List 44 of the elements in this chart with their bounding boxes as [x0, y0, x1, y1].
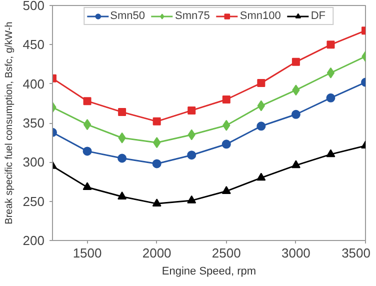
point [83, 119, 92, 130]
point [222, 186, 231, 194]
point [222, 96, 230, 104]
point [326, 67, 335, 78]
point [291, 110, 300, 119]
y-tick-label: 350 [22, 116, 45, 130]
point [152, 198, 162, 206]
point [152, 117, 161, 126]
point [83, 97, 92, 106]
point [256, 172, 266, 181]
x-tick-label: 3500 [342, 246, 370, 260]
point [188, 106, 196, 114]
point [291, 160, 300, 168]
legend-label: Smn75 [175, 10, 210, 22]
y-tick-label: 300 [22, 154, 45, 170]
point [292, 58, 300, 66]
point [326, 93, 336, 102]
point [222, 140, 231, 149]
legend-label: DF [310, 10, 327, 22]
point [187, 150, 196, 160]
y-tick-label: 450 [22, 37, 45, 52]
y-tick-label: 400 [22, 76, 45, 92]
point [256, 122, 266, 131]
legend-label: Smn50 [110, 10, 146, 22]
x-tick-label: 3000 [281, 246, 310, 260]
point [187, 195, 196, 204]
point [82, 182, 92, 190]
point [257, 79, 266, 88]
point [152, 159, 162, 168]
y-axis-title: Break specific fuel consumption, Bsfc, g/kW-h [4, 22, 15, 224]
y-tick-label: 250 [22, 194, 45, 209]
x-tick-label: 2000 [142, 246, 172, 260]
point [118, 154, 127, 163]
point [118, 108, 126, 116]
x-tick-label: 1500 [72, 246, 102, 260]
point [326, 40, 335, 49]
x-axis-title: Engine Speed, rpm [162, 266, 256, 278]
y-tick-label: 200 [22, 233, 45, 248]
point [82, 146, 92, 156]
x-tick-label: 2500 [212, 246, 241, 260]
legend-label: Smn100 [240, 10, 281, 22]
y-tick-label: 500 [22, 0, 45, 13]
point [326, 149, 336, 158]
point [118, 192, 127, 200]
